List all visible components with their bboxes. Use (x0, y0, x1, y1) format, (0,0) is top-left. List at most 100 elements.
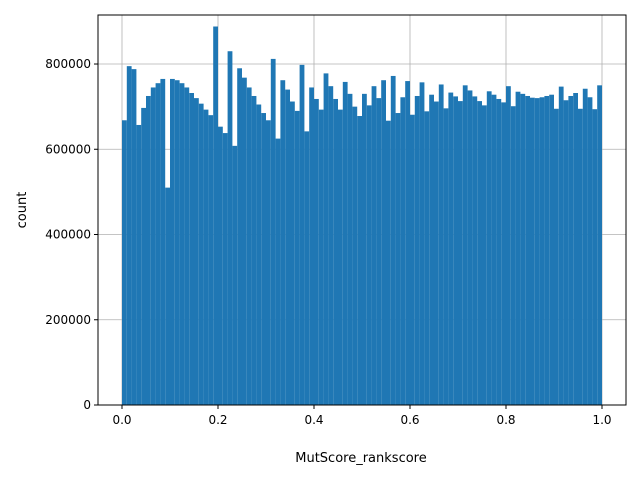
histogram-bar (477, 101, 482, 405)
plot-frame (97, 14, 627, 406)
histogram-bar (563, 100, 569, 405)
histogram-bar (486, 91, 492, 406)
histogram-bar (347, 93, 353, 405)
histogram-bar (558, 86, 564, 405)
x-tick-label: 1.0 (592, 413, 611, 427)
histogram-bar (227, 51, 233, 406)
histogram-bar (146, 95, 151, 405)
histogram-bar (160, 78, 166, 406)
histogram-bar (362, 93, 367, 405)
histogram-bars (122, 26, 602, 406)
tick-labels: 0.0 0.2 0.4 0.6 0.8 1.0 0 200000 400000 600000 800… (45, 57, 611, 427)
histogram-bar (314, 98, 319, 405)
histogram-bar (155, 83, 161, 406)
histogram-bar (458, 101, 463, 405)
histogram-bar (501, 102, 506, 406)
histogram-bar (213, 26, 218, 405)
histogram-bar (395, 113, 401, 406)
histogram-bar (203, 109, 209, 405)
histogram-bar (371, 86, 377, 405)
histogram-bar (251, 95, 257, 405)
histogram-bar (170, 78, 175, 406)
histogram-bar (338, 109, 343, 405)
histogram-bar (357, 116, 362, 406)
histogram-bar (530, 97, 535, 405)
histogram-bar (136, 124, 142, 405)
histogram-bar (194, 98, 199, 406)
histogram-bar (515, 91, 521, 405)
histogram-bar (150, 87, 156, 405)
histogram-bar (270, 58, 276, 405)
histogram-bar (275, 138, 281, 405)
histogram-bar (184, 87, 190, 405)
histogram-bar (453, 96, 458, 405)
y-axis-label: count (15, 192, 30, 229)
histogram-bar (438, 84, 444, 406)
histogram-bar (414, 95, 420, 405)
histogram-bar (539, 97, 545, 405)
histogram-bar (597, 85, 602, 405)
histogram-bar (294, 110, 300, 405)
x-tick-label: 0.8 (496, 413, 515, 427)
histogram-bar (568, 95, 574, 405)
histogram-bar (578, 108, 583, 405)
histogram-bar (246, 87, 252, 405)
histogram-bar (573, 93, 578, 405)
histogram-bar (280, 80, 286, 406)
histogram-bar (419, 82, 425, 405)
histogram-bar (587, 97, 593, 405)
histogram-bar (352, 106, 358, 405)
x-axis-label: MutScore_rankscore (295, 451, 426, 466)
histogram-bar (429, 94, 434, 405)
histogram-bar (434, 101, 439, 405)
histogram-bar (208, 115, 214, 405)
histogram-bar (544, 95, 550, 405)
y-tick-label: 800000 (45, 57, 91, 71)
histogram-bar (198, 103, 204, 406)
histogram-bar (261, 113, 266, 406)
histogram-bar (299, 64, 305, 406)
histogram-bar (549, 94, 554, 405)
histogram-bar (443, 108, 449, 405)
histogram-bar (386, 120, 391, 405)
histogram-bar (309, 87, 314, 405)
histogram-bar (510, 106, 516, 406)
histogram-bar (256, 104, 262, 406)
histogram-bar (232, 145, 238, 405)
histogram-bar (472, 96, 478, 405)
y-tick-label: 0 (83, 398, 91, 412)
histogram-bar (304, 131, 310, 405)
histogram-bar (237, 68, 242, 405)
histogram-bar (448, 92, 454, 406)
histogram-bar (467, 90, 473, 405)
histogram-bar (328, 86, 334, 405)
histogram-bar (342, 81, 348, 405)
histogram-bar (390, 75, 396, 406)
histogram-bar (290, 101, 295, 405)
histogram-bar (491, 94, 497, 405)
y-tick-label: 600000 (45, 142, 91, 156)
histogram-bar (482, 105, 487, 405)
histogram-bar (165, 187, 170, 405)
x-tick-label: 0.6 (400, 413, 419, 427)
x-tick-label: 0.4 (304, 413, 323, 427)
histogram-bar (222, 133, 228, 406)
histogram-bar (179, 83, 185, 406)
histogram-bar (410, 114, 415, 405)
histogram-bar (376, 98, 382, 406)
x-tick-label: 0.2 (208, 413, 227, 427)
histogram-bar (218, 126, 223, 406)
histogram-bar (131, 69, 137, 405)
histogram-bar (405, 81, 410, 405)
histogram-bar (525, 95, 530, 405)
histogram-bar (266, 120, 271, 405)
histogram-bar (400, 97, 406, 405)
histogram-bar (534, 98, 540, 406)
y-tick-label: 400000 (45, 228, 91, 242)
x-tick-label: 0.0 (112, 413, 131, 427)
axes (97, 14, 627, 406)
histogram-bar (592, 109, 598, 406)
histogram-bar (141, 107, 146, 405)
histogram-bar (333, 98, 338, 405)
